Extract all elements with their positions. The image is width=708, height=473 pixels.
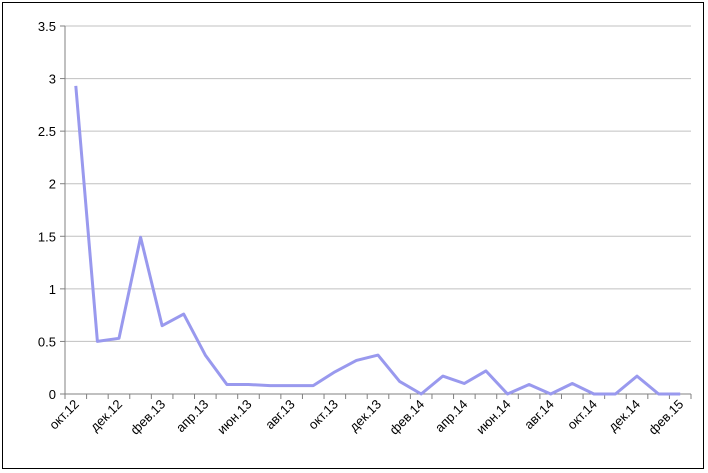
y-tick-label: 0.5: [38, 334, 56, 349]
x-tick-label: авг.13: [262, 397, 298, 433]
x-tick-label: апр.13: [173, 397, 212, 436]
y-tick-label: 0: [49, 387, 56, 402]
y-tick-label: 3: [49, 72, 56, 87]
x-tick-label: апр.14: [432, 397, 471, 436]
x-tick-label: июн.13: [214, 397, 254, 437]
x-axis-ticks: окт.12 дек.12 фев.13 апр.13 июн.13 авг.13 окт.…: [46, 394, 692, 438]
x-tick-label: дек.14: [605, 397, 643, 435]
y-tick-label: 2: [49, 177, 56, 192]
x-tick-label: фев.13: [127, 397, 168, 438]
x-tick-label: авг.14: [521, 397, 557, 433]
y-tick-label: 3.5: [38, 19, 56, 34]
axes: [64, 26, 691, 395]
gridlines: [65, 25, 691, 342]
y-tick-label: 1.5: [38, 229, 56, 244]
x-tick-label: фев.15: [645, 397, 686, 438]
x-tick-label: дек.13: [346, 397, 384, 435]
series-line: [74, 85, 681, 396]
y-tick-label: 1: [49, 282, 56, 297]
x-tick-label: июн.14: [473, 397, 513, 437]
y-tick-label: 2.5: [38, 124, 56, 139]
x-tick-label: окт.13: [305, 397, 341, 433]
y-axis-ticks: 0 0.5 1 1.5 2 2.5 3 3.5: [38, 19, 65, 402]
x-tick-label: окт.14: [564, 397, 600, 433]
x-tick-label: дек.12: [87, 397, 125, 435]
series: [74, 85, 681, 396]
x-tick-label: фев.14: [386, 397, 427, 438]
